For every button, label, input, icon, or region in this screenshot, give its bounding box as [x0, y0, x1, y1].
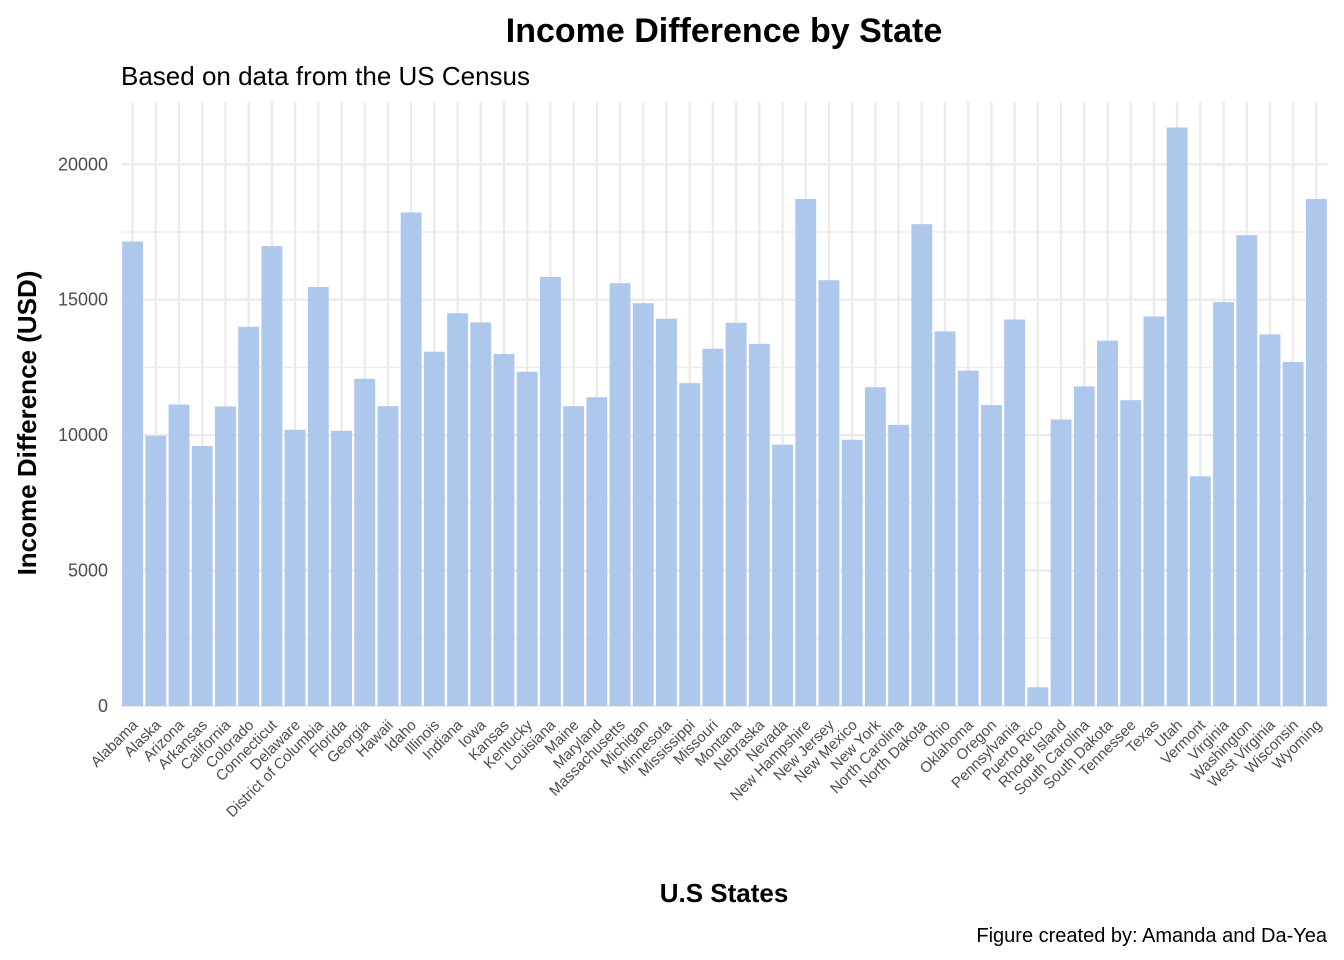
bar-oklahoma	[957, 370, 979, 706]
bar-rhode-island	[1050, 419, 1072, 706]
bars	[122, 127, 1327, 707]
y-axis-ticks: 0 5000 10000 15000 20000	[58, 154, 108, 716]
bar-wisconsin	[1282, 362, 1304, 706]
bar-puerto-rico	[1027, 687, 1049, 706]
bar-montana	[725, 322, 747, 706]
bar-new-mexico	[841, 439, 863, 706]
bar-indiana	[447, 313, 469, 706]
bar-pennsylvania	[1004, 319, 1026, 706]
bar-utah	[1166, 127, 1188, 707]
bar-district-of-columbia	[307, 286, 329, 706]
bar-tennessee	[1120, 400, 1142, 706]
y-tick-label: 0	[98, 696, 108, 716]
bar-idaho	[400, 212, 422, 706]
bar-south-carolina	[1073, 386, 1095, 706]
bar-maine	[563, 406, 585, 706]
bar-oregon	[980, 405, 1002, 706]
bar-new-york	[864, 387, 886, 706]
bar-california	[215, 406, 236, 706]
bar-iowa	[470, 322, 492, 706]
bar-minnesota	[656, 318, 677, 706]
x-axis-ticks: AlabamaAlaskaArizonaArkansasCaliforniaCo…	[88, 716, 1326, 821]
bar-mississippi	[679, 383, 701, 706]
bar-arkansas	[191, 445, 213, 706]
bar-wyoming	[1305, 198, 1327, 706]
y-tick-label: 15000	[58, 290, 108, 310]
bar-colorado	[238, 326, 260, 706]
bar-kansas	[493, 353, 515, 706]
bar-north-dakota	[911, 224, 933, 706]
bar-new-hampshire	[795, 198, 817, 706]
y-tick-label: 20000	[58, 154, 108, 174]
bar-north-carolina	[888, 424, 910, 706]
chart-subtitle: Based on data from the US Census	[121, 61, 530, 91]
bar-south-dakota	[1097, 340, 1118, 706]
bar-connecticut	[261, 246, 283, 707]
y-tick-label: 10000	[58, 425, 108, 445]
bar-vermont	[1189, 476, 1211, 706]
bar-massachusetts	[609, 283, 631, 706]
bar-texas	[1143, 316, 1165, 706]
bar-alaska	[145, 435, 167, 706]
chart-caption: Figure created by: Amanda and Da-Yea	[976, 925, 1327, 947]
bar-florida	[331, 430, 352, 706]
bar-new-jersey	[818, 280, 840, 706]
bar-west-virginia	[1259, 334, 1281, 706]
bar-ohio	[934, 331, 956, 706]
bar-nebraska	[748, 343, 770, 706]
bar-nevada	[772, 444, 793, 706]
bar-kentucky	[516, 371, 538, 706]
bar-maryland	[586, 397, 608, 706]
bar-illinois	[423, 351, 445, 706]
bar-georgia	[354, 378, 376, 706]
bar-missouri	[702, 348, 724, 706]
bar-hawaii	[377, 406, 399, 706]
y-axis-title: Income Difference (USD)	[12, 271, 42, 576]
chart-title: Income Difference by State	[506, 12, 942, 50]
bar-washington	[1236, 235, 1258, 706]
bar-delaware	[284, 429, 306, 706]
bar-virginia	[1213, 302, 1234, 706]
y-tick-label: 5000	[68, 561, 108, 581]
bar-michigan	[632, 303, 654, 706]
bar-louisiana	[539, 276, 561, 706]
bar-arizona	[168, 404, 190, 706]
x-axis-title: U.S States	[660, 878, 789, 908]
bar-alabama	[122, 241, 144, 707]
